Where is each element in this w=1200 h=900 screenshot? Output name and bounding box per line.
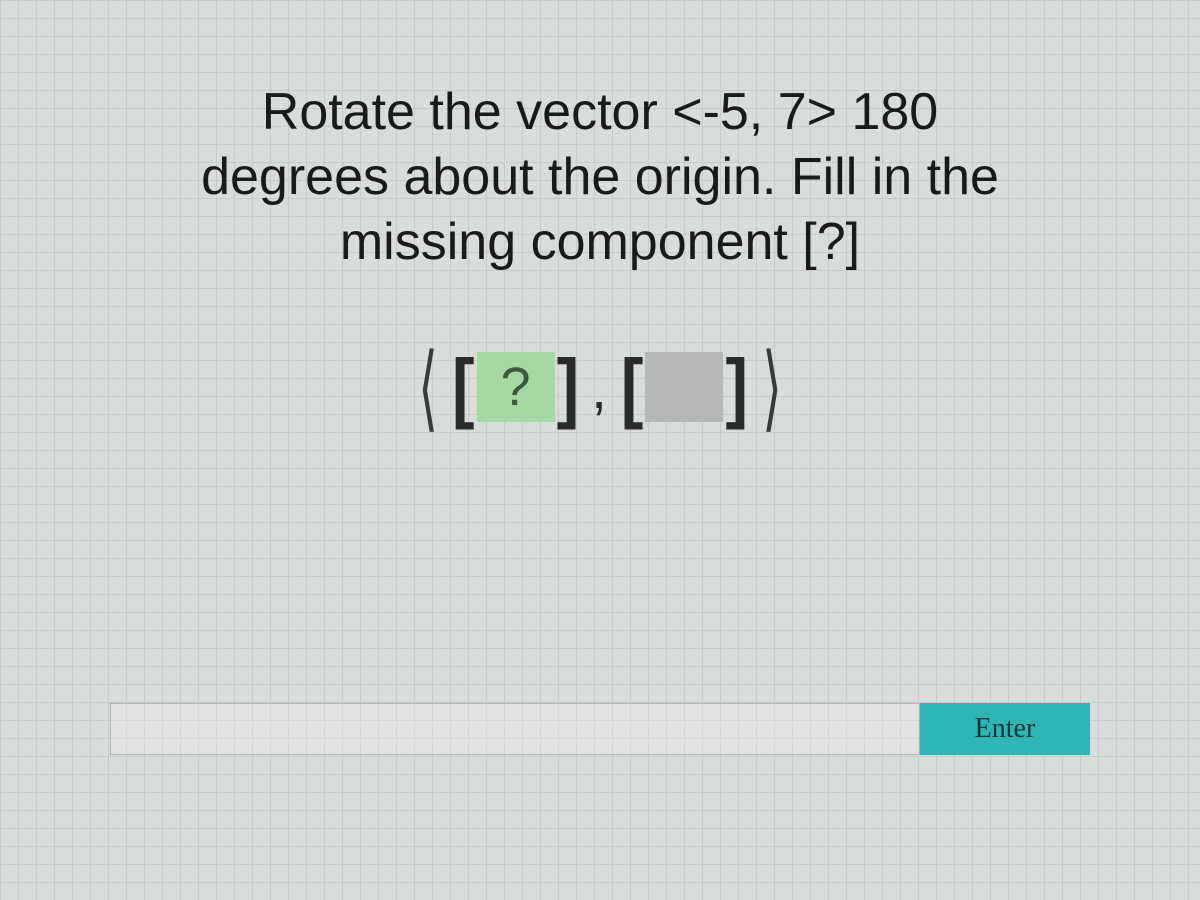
- square-bracket-open: [: [452, 348, 475, 426]
- separator-comma: ,: [591, 356, 607, 429]
- square-bracket-close-2: ]: [725, 348, 748, 426]
- answer-display: ⟨ [ ? ] , [ ] ⟩: [414, 345, 786, 429]
- close-angle-bracket: ⟩: [762, 332, 782, 441]
- input-row: Enter: [110, 703, 1090, 755]
- enter-button[interactable]: Enter: [920, 703, 1090, 755]
- answer-box-2[interactable]: [645, 352, 723, 422]
- square-bracket-open-2: [: [621, 348, 644, 426]
- answer-box-1[interactable]: ?: [477, 352, 555, 422]
- question-line-1: Rotate the vector <-5, 7> 180: [262, 83, 938, 141]
- answer-box-1-group[interactable]: [ ? ]: [452, 352, 579, 422]
- square-bracket-close: ]: [557, 348, 580, 426]
- question-text: Rotate the vector <-5, 7> 180 degrees ab…: [201, 80, 999, 275]
- question-line-2: degrees about the origin. Fill in the: [201, 148, 999, 206]
- answer-box-2-group[interactable]: [ ]: [621, 352, 748, 422]
- open-angle-bracket: ⟨: [418, 332, 438, 441]
- answer-input[interactable]: [110, 703, 920, 755]
- question-line-3: missing component [?]: [340, 213, 860, 271]
